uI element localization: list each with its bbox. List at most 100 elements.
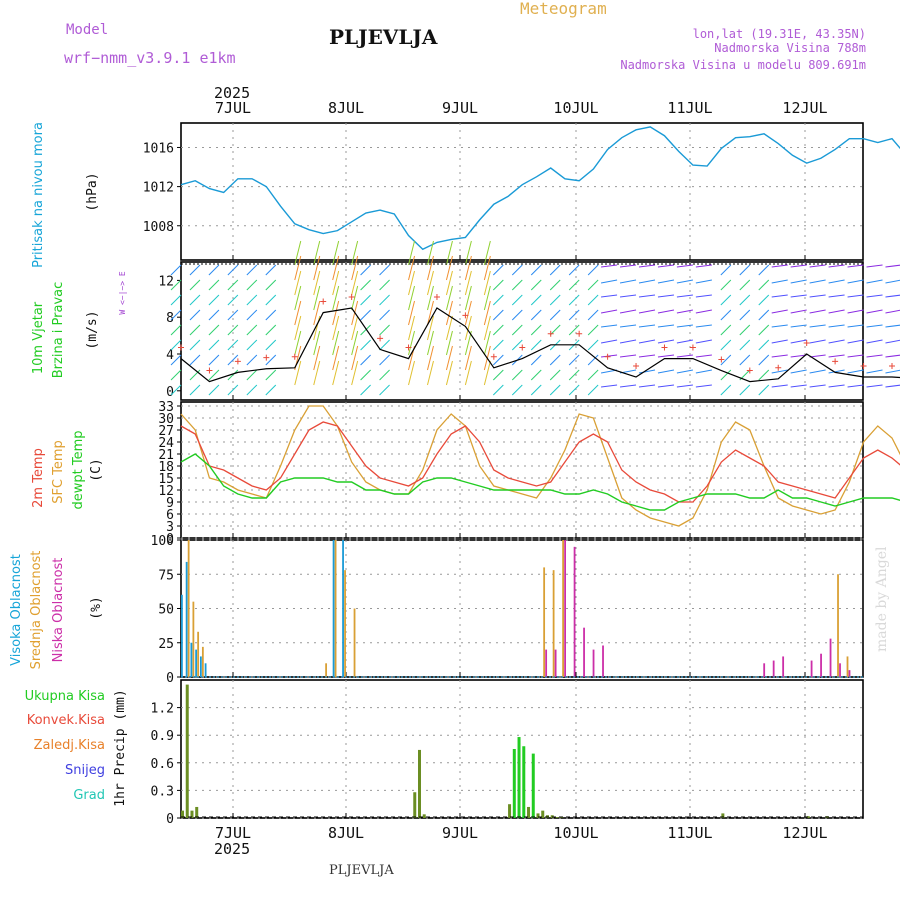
wind-arrow [246, 369, 258, 381]
wind-arrow [809, 384, 826, 388]
wind-arrow [208, 384, 220, 396]
wind-arrow [332, 345, 340, 371]
wind-arrow [619, 339, 637, 344]
mid-cloud-bar [344, 570, 346, 677]
wind-arrow [720, 264, 732, 276]
wind-arrow [426, 240, 434, 266]
wind-arrow [790, 264, 807, 268]
panel-frame [180, 539, 864, 678]
wind-arrow [313, 345, 321, 371]
wind-arrow [294, 360, 302, 386]
wind-arrow [866, 264, 883, 268]
wind-arrow [360, 354, 371, 366]
wind-arrow [790, 309, 807, 314]
wind-arrow [227, 324, 239, 336]
wind-arrow [739, 339, 751, 351]
precip-bar [560, 817, 564, 818]
wind-arrow [771, 324, 788, 328]
wind-arrow [657, 339, 675, 344]
precip-legend-3: Snijeg [65, 763, 105, 778]
wind-arrow [426, 345, 434, 371]
cloud-label-3: Niska Oblacnost [51, 558, 66, 663]
wind-arrow [511, 309, 523, 321]
wind-arrow [408, 360, 416, 386]
wind-arrow [847, 369, 864, 374]
wind-arrow [720, 324, 732, 336]
low-cloud-bar [848, 670, 851, 677]
panel-frame [180, 122, 864, 261]
wind-gust-marker [689, 344, 696, 351]
wind-arrow [246, 384, 258, 396]
day-label-top: 11JUL [667, 99, 712, 117]
y-tick-label: 75 [158, 568, 174, 583]
wind-arrow [189, 324, 201, 336]
wind-arrow [568, 264, 580, 276]
y-tick-label: 12 [158, 274, 174, 289]
wind-arrow [511, 384, 523, 396]
pressure-unit: (hPa) [85, 172, 100, 211]
wind-compass: W <−|−> E [118, 271, 127, 315]
panel-frame [180, 261, 864, 401]
wind-arrow [866, 354, 883, 358]
wind-arrow [758, 324, 770, 336]
low-cloud-bar [602, 645, 604, 677]
wind-arrow [492, 279, 504, 291]
wind-arrow [809, 339, 826, 344]
wind-arrow [445, 315, 453, 341]
precip-bar [190, 810, 194, 818]
wind-gust-marker [178, 344, 184, 351]
panel-frame [180, 401, 864, 539]
wind-arrow [313, 255, 321, 281]
y-tick-label: 33 [158, 400, 174, 415]
wind-arrow [758, 339, 770, 351]
wind-arrow [530, 309, 542, 321]
wind-arrow [360, 339, 371, 351]
wind-arrow [790, 324, 807, 328]
wind-arrow [351, 330, 359, 356]
mid-cloud-bar [562, 540, 564, 677]
wind-arrow [866, 384, 883, 388]
day-label-bottom: 8JUL [328, 824, 364, 842]
wind-arrow [619, 264, 637, 268]
wind-arrow [464, 360, 472, 386]
wind-arrow [360, 279, 371, 291]
wind-arrow [549, 279, 561, 291]
high-cloud-bar [332, 540, 335, 677]
wind-arrow [208, 369, 220, 381]
wind-arrow [464, 255, 472, 281]
wind-gust-marker [775, 364, 782, 371]
y-tick-label: 15 [158, 472, 174, 487]
wind-arrow [360, 294, 371, 306]
model-value: wrf−nmm_v3.9.1 e1km [64, 49, 236, 67]
y-tick-label: 21 [158, 448, 174, 463]
wind-arrow [332, 255, 340, 281]
wind-arrow [483, 300, 491, 326]
model-altitude-text: Nadmorska Visina u modelu 809.691m [620, 58, 866, 72]
wind-arrow [720, 309, 732, 321]
wind-arrow [265, 279, 277, 291]
wind-gust-marker [291, 353, 298, 360]
wind-arrow [408, 270, 416, 296]
wind-arrow [758, 369, 770, 381]
wind-arrow [657, 294, 675, 298]
wind-arrow [208, 294, 220, 306]
wind-arrow [483, 315, 491, 341]
wind-arrow [492, 309, 504, 321]
wind-label-2: Brzina i Pravac [51, 282, 66, 379]
day-label-bottom: 7JUL [215, 824, 251, 842]
wind-arrow [265, 264, 277, 276]
wind-arrow [445, 360, 453, 386]
cloud-label-1: Visoka Oblacnost [9, 554, 24, 666]
wind-arrow [464, 270, 472, 296]
wind-arrow [866, 309, 883, 314]
wind-arrow [426, 360, 434, 386]
wind-arrow [265, 384, 277, 396]
meteogram-label: Meteogram [520, 0, 607, 18]
wind-arrow [351, 270, 359, 296]
wind-arrow [445, 330, 453, 356]
wind-arrow [313, 270, 321, 296]
wind-arrow [695, 279, 712, 284]
wind-arrow [809, 264, 826, 268]
y-tick-label: 4 [166, 348, 174, 363]
low-cloud-bar [573, 546, 576, 677]
